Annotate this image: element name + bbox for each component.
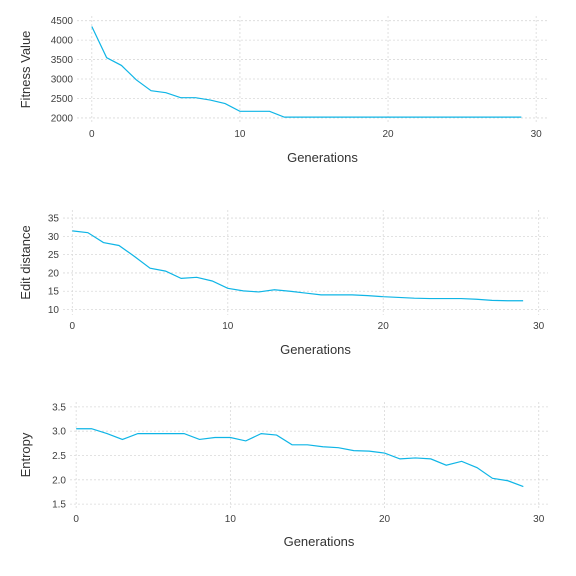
series-line xyxy=(72,230,524,302)
y-tick-label: 3500 xyxy=(51,55,74,66)
y-tick-label: 25 xyxy=(48,250,60,261)
x-tick-label: 10 xyxy=(225,514,237,525)
x-axis-label: Generations xyxy=(280,342,351,357)
y-tick-label: 2.5 xyxy=(52,451,66,462)
x-tick-label: 10 xyxy=(222,321,234,332)
y-axis-label: Fitness Value xyxy=(18,31,33,109)
y-tick-label: 4000 xyxy=(51,36,74,47)
chart-panel-3: 0 10 20 30 1.5 2.0 2.5 3.0 3.5 Generations Entropy xyxy=(18,402,548,549)
x-tick-label: 20 xyxy=(382,129,394,140)
x-tick-label: 30 xyxy=(533,321,545,332)
y-tick-label: 35 xyxy=(48,214,60,225)
x-tick-label: 30 xyxy=(531,129,543,140)
y-tick-label: 30 xyxy=(48,232,60,243)
y-tick-label: 10 xyxy=(48,305,60,316)
x-axis-label: Generations xyxy=(284,534,355,549)
y-tick-label: 2500 xyxy=(51,94,74,105)
y-tick-label: 20 xyxy=(48,268,60,279)
y-tick-label: 2000 xyxy=(51,113,74,124)
chart-panel-1: 0 10 20 30 2000 2500 3000 3500 4000 4500 Generatio… xyxy=(18,16,548,165)
x-axis-label: Generations xyxy=(287,150,358,165)
series-line xyxy=(76,428,524,488)
x-tick-label: 20 xyxy=(379,514,391,525)
y-tick-label: 2.0 xyxy=(52,475,66,486)
x-tick-label: 20 xyxy=(378,321,390,332)
y-axis-label: Edit distance xyxy=(18,225,33,299)
x-tick-label: 0 xyxy=(89,129,95,140)
y-tick-label: 4500 xyxy=(51,16,74,27)
y-tick-label: 15 xyxy=(48,287,60,298)
x-tick-label: 30 xyxy=(533,514,545,525)
y-axis-label: Entropy xyxy=(18,432,33,477)
y-tick-label: 3.0 xyxy=(52,427,66,438)
y-tick-label: 1.5 xyxy=(52,500,66,511)
x-tick-label: 0 xyxy=(70,321,76,332)
x-tick-label: 10 xyxy=(234,129,246,140)
x-tick-label: 0 xyxy=(73,514,79,525)
y-tick-label: 3000 xyxy=(51,75,74,86)
chart-panel-2: 0 10 20 30 10 15 20 25 30 35 Generations Edit dista… xyxy=(18,210,548,357)
y-tick-label: 3.5 xyxy=(52,402,66,413)
series-line xyxy=(91,26,522,118)
